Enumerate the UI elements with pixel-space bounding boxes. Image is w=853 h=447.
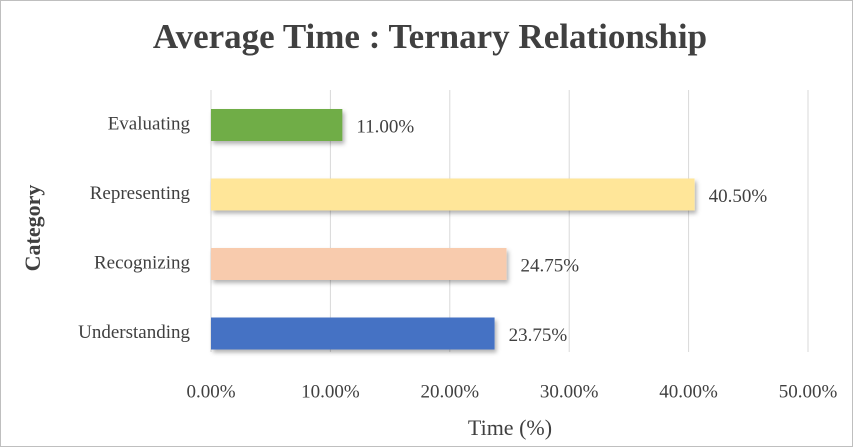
y-tick-label: Understanding <box>78 322 190 343</box>
y-axis-title: Category <box>20 185 45 272</box>
y-tick-label: Recognizing <box>94 252 191 273</box>
data-label: 23.75% <box>509 325 568 346</box>
chart-title: Average Time : Ternary Relationship <box>153 17 707 56</box>
x-tick-label: 50.00% <box>779 381 838 402</box>
data-label: 11.00% <box>356 116 414 137</box>
data-label: 40.50% <box>709 186 768 207</box>
x-tick-label: 10.00% <box>301 381 360 402</box>
bar <box>211 109 343 141</box>
x-axis-title: Time (%) <box>468 415 552 440</box>
data-label: 24.75% <box>521 255 580 276</box>
x-tick-label: 20.00% <box>421 381 480 402</box>
bar <box>211 178 695 211</box>
bar <box>211 317 495 350</box>
x-tick-label: 30.00% <box>540 381 599 402</box>
y-tick-label: Evaluating <box>108 113 191 134</box>
x-tick-label: 40.00% <box>659 381 718 402</box>
x-tick-label: 0.00% <box>186 381 235 402</box>
y-tick-label: Representing <box>90 183 191 204</box>
bar <box>211 248 507 280</box>
